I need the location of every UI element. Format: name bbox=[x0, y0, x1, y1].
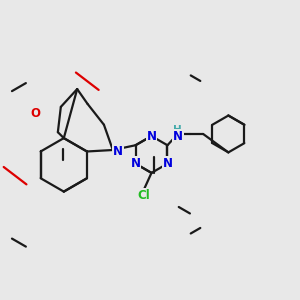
Text: N: N bbox=[162, 157, 172, 170]
Text: O: O bbox=[30, 107, 40, 120]
Text: N: N bbox=[146, 130, 157, 142]
Text: H: H bbox=[173, 125, 182, 135]
Text: Cl: Cl bbox=[138, 189, 150, 202]
Text: N: N bbox=[130, 157, 140, 170]
Text: N: N bbox=[173, 130, 183, 143]
Text: N: N bbox=[113, 145, 123, 158]
